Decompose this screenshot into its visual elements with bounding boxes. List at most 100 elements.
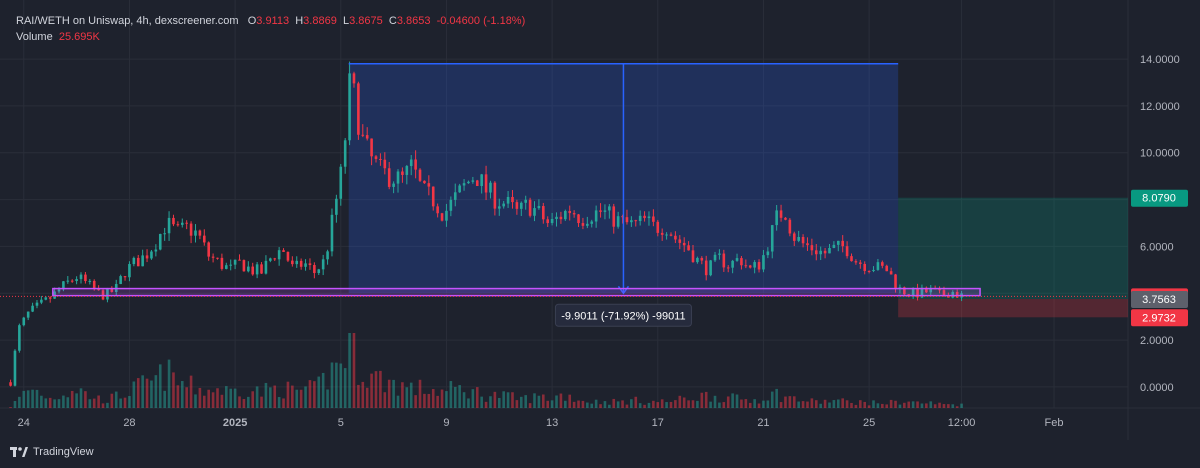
candle-body: [753, 262, 756, 268]
candle-body: [867, 270, 871, 272]
candle-body: [942, 290, 946, 296]
volume-bar: [484, 401, 488, 408]
candle-body: [519, 202, 523, 209]
volume-bar: [247, 396, 250, 408]
high-value: 3.8869: [303, 15, 337, 27]
y-tick-label: 14.0000: [1140, 54, 1180, 66]
volume-bar: [185, 387, 188, 408]
volume-bar: [238, 396, 241, 408]
chart-grid: [0, 0, 1200, 440]
volume-bar: [859, 400, 862, 408]
volume-bar: [392, 379, 395, 408]
volume-bar: [916, 401, 919, 408]
volume-bar: [528, 403, 532, 408]
volume-bar: [396, 395, 400, 408]
volume-bar: [612, 398, 616, 408]
candle-body: [925, 287, 928, 293]
candle-body: [528, 199, 532, 216]
candle-body: [440, 213, 444, 221]
volume-bar: [731, 393, 734, 408]
range-label-text: -9.9011 (-71.92%) -99011: [561, 310, 685, 322]
candle-body: [176, 224, 180, 226]
volume-bar: [216, 388, 219, 408]
volume-bar: [894, 400, 897, 408]
volume-bar: [762, 400, 765, 408]
volume-bar: [546, 400, 550, 408]
candle-body: [70, 280, 74, 282]
candle-body: [762, 255, 765, 270]
candle-body: [647, 216, 651, 219]
candle-body: [506, 196, 510, 204]
volume-bar: [704, 391, 708, 408]
volume-bar: [75, 393, 78, 408]
volume-bar: [167, 359, 171, 408]
tradingview-logo[interactable]: TradingView: [10, 446, 94, 458]
volume-bar: [911, 401, 915, 408]
volume-bar: [194, 394, 197, 408]
volume-bar: [48, 397, 52, 408]
candle-body: [634, 220, 638, 222]
candle-body: [40, 299, 43, 303]
volume-bar: [53, 399, 56, 408]
volume-bar: [537, 395, 541, 408]
volume-bar: [308, 380, 312, 408]
candle-body: [357, 83, 360, 135]
volume-bar: [885, 404, 889, 408]
x-tick-label: 17: [652, 417, 664, 429]
candle-body: [238, 259, 241, 261]
candle-body: [167, 217, 171, 234]
volume-bar: [700, 392, 704, 408]
candle-body: [392, 183, 395, 187]
candle-body: [163, 233, 166, 235]
candle-body: [621, 216, 624, 218]
volume-bar: [26, 390, 30, 408]
volume-bar: [44, 398, 48, 408]
candle-body: [57, 289, 61, 292]
candle-body: [194, 230, 197, 236]
candle-body: [88, 280, 92, 282]
volume-bar: [506, 392, 510, 408]
volume-bar: [898, 404, 902, 408]
candle-body: [493, 182, 497, 209]
candle-body: [132, 257, 136, 265]
candle-body: [678, 239, 682, 243]
volume-bar: [599, 404, 602, 408]
candle-body: [722, 253, 726, 268]
candle-body: [247, 266, 250, 272]
volume-bar: [207, 389, 210, 408]
candle-body: [44, 297, 48, 300]
volume-bar: [608, 404, 611, 408]
volume-bar: [832, 400, 836, 408]
candle-body: [616, 216, 620, 227]
candle-body: [225, 265, 228, 269]
candle-body: [330, 214, 334, 252]
candle-body: [286, 251, 290, 261]
candle-body: [911, 287, 915, 297]
candle-body: [511, 196, 514, 203]
volume-bar: [942, 404, 946, 408]
symbol-legend: RAI/WETH on Uniswap, 4h, dexscreener.com…: [16, 14, 525, 28]
range-label-box: [554, 303, 692, 327]
volume-bar: [180, 381, 184, 408]
volume-bar: [753, 399, 756, 408]
volume-bar: [590, 403, 594, 408]
candle-body: [158, 233, 162, 250]
candle-body: [264, 260, 268, 274]
volume-bar: [233, 388, 237, 408]
candle-body: [18, 325, 21, 351]
volume-bar: [383, 392, 387, 408]
volume-bar: [555, 395, 558, 408]
volume-bar: [665, 402, 668, 408]
volume-bar: [277, 397, 281, 408]
price-label-bg: [1131, 189, 1188, 207]
volume-bar: [691, 400, 695, 408]
volume-bar: [656, 402, 660, 408]
volume-bar: [84, 391, 87, 408]
volume-bar: [845, 400, 849, 408]
candle-body: [938, 289, 941, 291]
candle-body: [453, 192, 457, 200]
candle-body: [599, 210, 602, 212]
candle-body: [431, 186, 435, 207]
volume-bar: [414, 395, 417, 408]
